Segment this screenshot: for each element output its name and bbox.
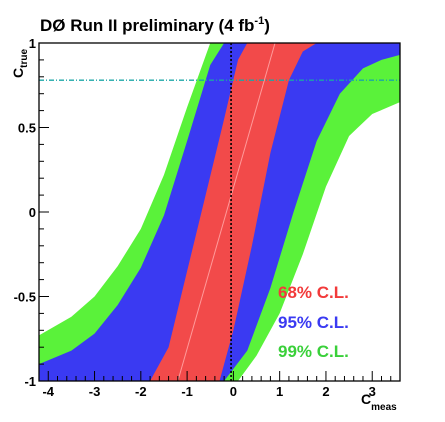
x-tick-label: 2 <box>322 384 329 399</box>
tick-labels: -4 -3 -2 -1 0 1 2 3 -1 -0.5 0 0.5 1 <box>14 36 376 399</box>
x-tick-label: 1 <box>276 384 283 399</box>
legend-entry: 68% C.L. <box>278 283 349 302</box>
axis-ticks <box>38 42 401 382</box>
x-axis-label: Cmeas <box>361 391 397 413</box>
x-tick-label: 0 <box>230 384 237 399</box>
reference-lines <box>39 43 400 381</box>
legend: 68% C.L. 95% C.L. 99% C.L. <box>278 283 349 361</box>
x-tick-label: 3 <box>369 384 376 399</box>
band-68cl <box>39 43 400 381</box>
y-tick-label: -1 <box>24 374 36 389</box>
chart-title: DØ Run II preliminary (4 fb-1) <box>40 15 270 35</box>
x-tick-label: -1 <box>181 384 193 399</box>
y-axis-label: Ctrue <box>10 49 30 78</box>
y-tick-label: 0.5 <box>18 121 36 136</box>
legend-entry: 95% C.L. <box>278 313 349 332</box>
y-tick-label: 0 <box>29 205 36 220</box>
x-tick-label: -2 <box>135 384 147 399</box>
y-tick-label: 1 <box>29 36 36 51</box>
confidence-bands <box>39 43 400 381</box>
legend-entry: 99% C.L. <box>278 342 349 361</box>
central-line <box>177 43 276 381</box>
x-tick-label: -3 <box>89 384 101 399</box>
x-tick-label: -4 <box>42 384 54 399</box>
y-tick-label: -0.5 <box>14 290 36 305</box>
